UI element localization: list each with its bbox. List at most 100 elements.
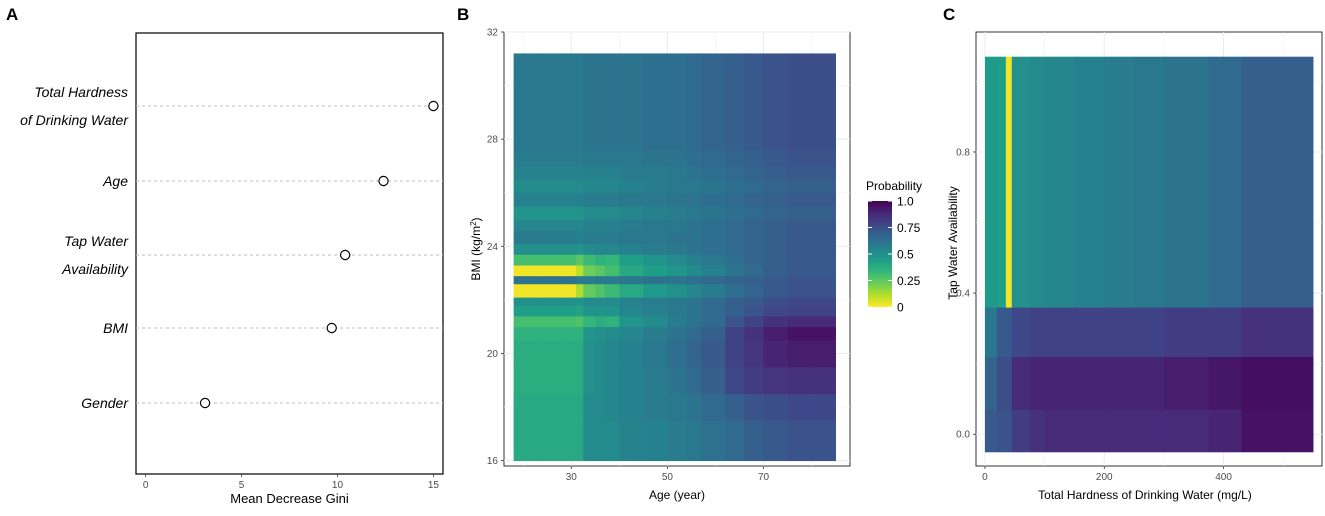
y-tick-label: 24 xyxy=(487,242,499,253)
heatmap-cell xyxy=(744,326,764,341)
heatmap-cell xyxy=(583,393,596,421)
heatmap-cell xyxy=(643,393,668,421)
heatmap-cell xyxy=(701,192,726,207)
heatmap-cell xyxy=(561,297,577,306)
x-tick-label: 200 xyxy=(1096,472,1113,483)
heatmap-cell xyxy=(701,315,726,328)
x-tick-label: 15 xyxy=(428,480,440,491)
heatmap-cell xyxy=(787,192,812,207)
heatmap-cell xyxy=(576,265,584,277)
panel-letter-c: C xyxy=(943,5,955,24)
heatmap-cell xyxy=(513,326,539,341)
heatmap-cell xyxy=(561,254,577,266)
heatmap-cell xyxy=(686,254,702,266)
heatmap-cell xyxy=(537,275,563,285)
heatmap-cell xyxy=(643,179,668,194)
heatmap-cell xyxy=(725,265,745,277)
category-label: Availability xyxy=(61,261,129,277)
heatmap-cell xyxy=(1208,56,1242,308)
heatmap-cell xyxy=(811,219,836,231)
heatmap-cell xyxy=(561,275,577,285)
heatmap-cell xyxy=(537,206,563,220)
heatmap-cell xyxy=(513,254,539,266)
heatmap-cell xyxy=(583,315,596,328)
heatmap-cell xyxy=(513,393,539,421)
heatmap-cell xyxy=(763,192,788,207)
heatmap-cell xyxy=(667,192,688,207)
heatmap-cell xyxy=(561,53,577,151)
heatmap-cell xyxy=(763,283,788,298)
heatmap-cell xyxy=(643,149,668,167)
heatmap-cell xyxy=(744,366,764,395)
heatmap-cell xyxy=(811,254,836,266)
heatmap-cell xyxy=(513,305,539,317)
heatmap-cell xyxy=(744,340,764,368)
heatmap-cell xyxy=(513,192,539,207)
heatmap-cell xyxy=(725,315,745,328)
heatmap-cell xyxy=(996,409,1007,453)
heatmap-cell xyxy=(576,149,584,167)
heatmap-cell xyxy=(701,393,726,421)
heatmap-cell xyxy=(537,254,563,266)
heatmap-cell xyxy=(643,165,668,180)
heatmap-cell xyxy=(537,149,563,167)
heatmap-cell xyxy=(513,283,539,298)
heatmap-cell xyxy=(811,275,836,285)
category-label: Total Hardness xyxy=(34,84,128,100)
heatmap-cell xyxy=(787,230,812,245)
heatmap-cell xyxy=(1134,409,1165,453)
heatmap-cell xyxy=(744,420,764,462)
heatmap-cell xyxy=(744,275,764,285)
heatmap-cell xyxy=(686,297,702,306)
legend-tick-label: 0.25 xyxy=(897,274,921,288)
heatmap-cell xyxy=(701,243,726,255)
panel-a-frame xyxy=(135,32,444,475)
heatmap-cell xyxy=(811,297,836,306)
heatmap-cell xyxy=(537,283,563,298)
heatmap-cell xyxy=(763,206,788,220)
heatmap-cell xyxy=(725,326,745,341)
heatmap-cell xyxy=(667,254,688,266)
heatmap-cell xyxy=(604,243,620,255)
heatmap-cell xyxy=(595,283,606,298)
heatmap-cell xyxy=(561,206,577,220)
heatmap-cell xyxy=(643,243,668,255)
heatmap-cell xyxy=(1074,307,1105,358)
heatmap-cell xyxy=(744,179,764,194)
heatmap-cell xyxy=(744,53,764,151)
heatmap-cell xyxy=(619,305,644,317)
x-tick-label: 10 xyxy=(332,480,344,491)
heatmap-cell xyxy=(686,326,702,341)
heatmap-cell xyxy=(787,297,812,306)
heatmap-cell xyxy=(725,243,745,255)
heatmap-cell xyxy=(537,366,563,395)
heatmap-cell xyxy=(811,326,836,341)
heatmap-cell xyxy=(561,305,577,317)
heatmap-cell xyxy=(561,230,577,245)
heatmap-cell xyxy=(513,340,539,368)
heatmap-cell xyxy=(537,326,563,341)
heatmap-cell xyxy=(513,149,539,167)
heatmap-cell xyxy=(667,297,688,306)
heatmap-cell xyxy=(513,315,539,328)
heatmap-cell xyxy=(811,179,836,194)
heatmap-cell xyxy=(686,149,702,167)
heatmap-cell xyxy=(725,254,745,266)
panel-letter-a: A xyxy=(6,5,18,24)
heatmap-cell xyxy=(1134,356,1165,410)
heatmap-cell xyxy=(686,206,702,220)
heatmap-cell xyxy=(667,149,688,167)
heatmap-cell xyxy=(1104,56,1135,308)
y-tick-label: 28 xyxy=(487,135,499,146)
heatmap-cell xyxy=(583,265,596,277)
heatmap-cell xyxy=(1163,56,1210,308)
heatmap-cell xyxy=(686,179,702,194)
heatmap-cell xyxy=(619,393,644,421)
category-label: Age xyxy=(102,173,128,189)
heatmap-cell xyxy=(725,179,745,194)
heatmap-cell xyxy=(1074,56,1105,308)
y-tick-label: 16 xyxy=(487,456,499,467)
x-tick-label: 0 xyxy=(143,480,149,491)
heatmap-cell xyxy=(763,219,788,231)
probability-legend: Probability 1.0 0.75 0.5 0.25 0 xyxy=(866,179,922,315)
